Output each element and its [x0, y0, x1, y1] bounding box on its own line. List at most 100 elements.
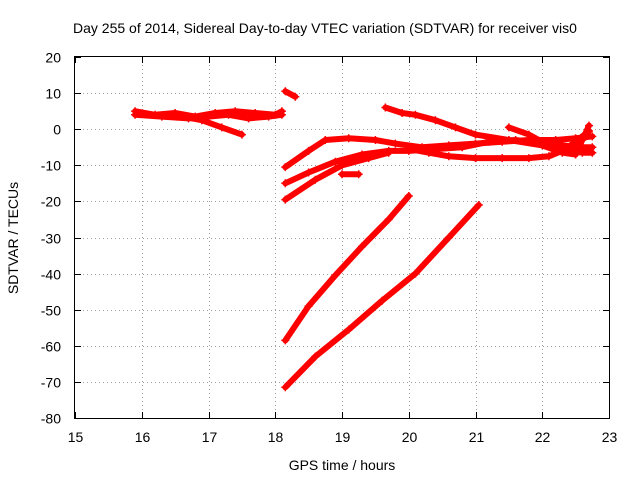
tick-layer [75, 57, 610, 419]
data-point [404, 192, 413, 200]
x-tick-label: 20 [402, 429, 418, 445]
data-point [451, 123, 460, 132]
data-point [224, 110, 233, 119]
data-point [281, 383, 290, 392]
data-point [474, 201, 483, 209]
data-point [311, 352, 320, 361]
data-point [304, 168, 313, 177]
data-point [458, 143, 467, 152]
data-point [204, 112, 213, 121]
data-point [338, 161, 346, 170]
data-point [384, 148, 393, 157]
chart-title: Day 255 of 2014, Sidereal Day-to-day VTE… [73, 20, 577, 36]
y-tick-label: 20 [45, 50, 61, 66]
series-trace [282, 88, 299, 100]
y-tick-label: -50 [41, 303, 61, 319]
data-point [281, 179, 290, 188]
data-point [498, 154, 507, 163]
x-axis-label: GPS time / hours [289, 457, 396, 473]
x-tick-label: 15 [68, 429, 84, 445]
data-point [281, 87, 290, 96]
plot-frame [74, 56, 610, 419]
data-point [321, 136, 330, 144]
data-point [311, 175, 320, 184]
y-tick-label: -30 [41, 231, 61, 247]
x-tick-label: 18 [268, 429, 284, 445]
y-tick-label: 0 [53, 122, 61, 138]
x-tick-label: 16 [135, 429, 151, 445]
data-point [281, 336, 290, 345]
data-point [585, 127, 593, 135]
data-point [524, 154, 533, 163]
x-tick-label: 23 [602, 429, 618, 445]
data-point [411, 269, 420, 278]
data-point [444, 233, 453, 242]
data-point [131, 110, 140, 119]
x-tick-label: 19 [335, 429, 351, 445]
data-point [381, 103, 390, 112]
data-point [588, 132, 597, 141]
data-point [358, 242, 366, 251]
series-layer [131, 87, 597, 392]
y-axis-label: SDTVAR / TECUs [5, 182, 21, 294]
series-trace [282, 193, 412, 344]
data-point [398, 109, 407, 117]
x-tick-label: 22 [535, 429, 551, 445]
data-point [564, 146, 573, 155]
data-point [331, 157, 340, 166]
data-point [588, 148, 597, 157]
data-point [291, 92, 300, 101]
data-point [524, 130, 533, 139]
data-point [371, 136, 380, 144]
data-point [264, 112, 273, 121]
data-point [391, 139, 400, 148]
data-point [304, 302, 313, 311]
y-tick-label: -70 [41, 375, 61, 391]
data-point [571, 137, 580, 146]
y-tick-label: -20 [41, 194, 61, 210]
data-point [424, 148, 433, 157]
data-point [244, 114, 253, 123]
data-point [237, 130, 246, 139]
series-trace [405, 128, 592, 162]
data-point [277, 110, 286, 119]
data-point [364, 154, 373, 163]
data-point [544, 152, 553, 161]
x-tick-label: 17 [202, 429, 218, 445]
y-tick-label: 10 [45, 86, 61, 102]
data-point [431, 116, 440, 125]
data-point [157, 112, 166, 121]
data-point [471, 154, 480, 163]
tick-label-layer: 15 16 17 18 19 20 21 22 23 20 10 0 -10 -20 -30 -40 -50 -6… [41, 50, 618, 446]
data-point [578, 148, 587, 157]
data-point [384, 215, 393, 224]
data-point [544, 141, 553, 150]
data-point [411, 110, 420, 119]
data-point [404, 145, 413, 154]
x-tick-label: 21 [469, 429, 485, 445]
data-point [471, 130, 480, 139]
data-point [444, 152, 453, 161]
data-point [504, 136, 513, 144]
y-tick-label: -60 [41, 339, 61, 355]
data-point [344, 325, 353, 334]
y-tick-label: -40 [41, 267, 61, 283]
data-point [197, 116, 206, 125]
data-point [331, 271, 340, 280]
data-point [177, 112, 186, 121]
y-tick-label: -10 [41, 158, 61, 174]
data-point [504, 123, 513, 132]
data-point [338, 170, 346, 179]
data-point [281, 163, 290, 172]
data-point [378, 296, 387, 305]
data-point [354, 170, 363, 179]
data-point [281, 195, 290, 204]
data-point [304, 146, 313, 155]
y-tick-label: -80 [41, 411, 61, 427]
data-point [217, 123, 226, 132]
grid-layer [75, 57, 609, 418]
data-point [344, 134, 353, 143]
series-trace [178, 113, 245, 138]
